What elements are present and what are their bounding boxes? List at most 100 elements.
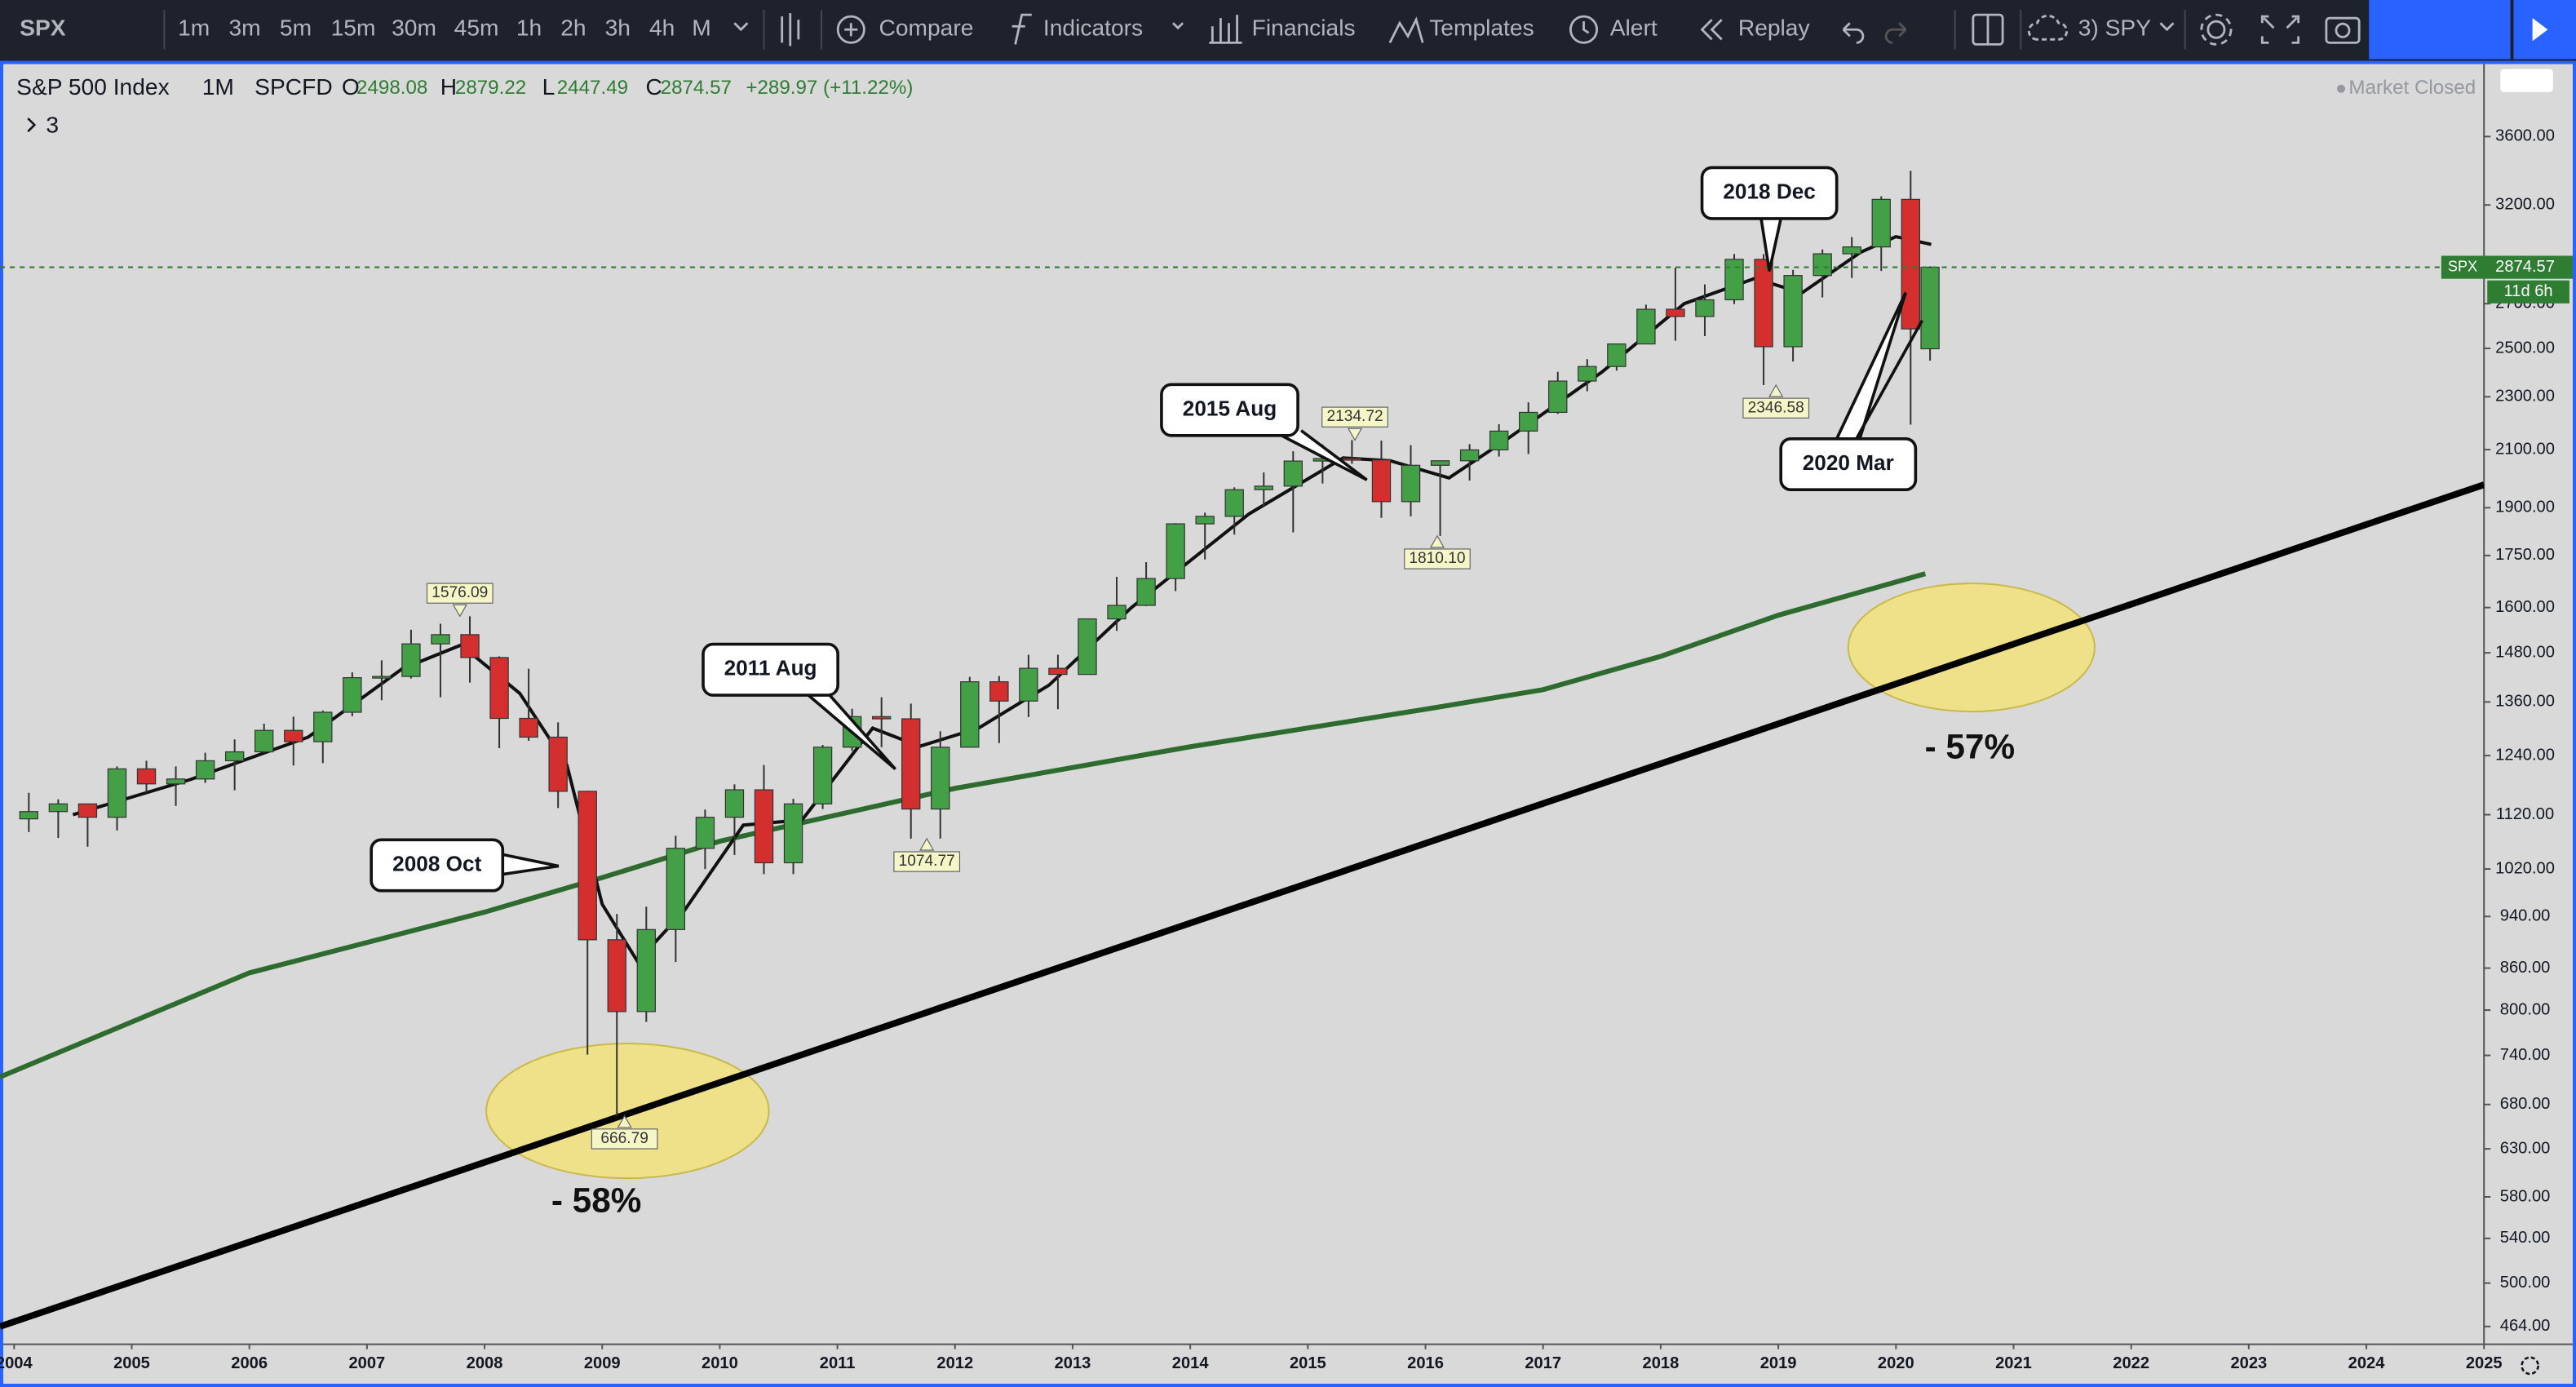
- ohlc-value: 2498.08: [356, 77, 427, 99]
- candle-body: [519, 717, 538, 738]
- layout-name[interactable]: 3) SPY: [2078, 15, 2151, 41]
- x-tick-label: 2019: [1760, 1354, 1797, 1372]
- y-tick-label: 3200.00: [2495, 196, 2555, 214]
- candle-body: [255, 729, 274, 753]
- candle-body: [812, 747, 833, 804]
- indicators-toggle[interactable]: 3: [46, 112, 59, 138]
- x-tick-label: 2011: [820, 1354, 856, 1372]
- fullscreen-icon[interactable]: [2260, 15, 2300, 44]
- interval-button[interactable]: 1m: [178, 15, 210, 41]
- drawdown-label: - 57%: [1925, 728, 2015, 766]
- callout-pointer: [1281, 429, 1368, 481]
- candle-body: [1224, 489, 1244, 517]
- alert-icon[interactable]: [1569, 15, 1599, 44]
- interval-button[interactable]: 1h: [516, 15, 542, 41]
- y-tick-label: 2500.00: [2495, 339, 2555, 357]
- price-label-pointer: [617, 1114, 632, 1128]
- candle-body: [1136, 578, 1156, 606]
- candle-body: [548, 736, 568, 792]
- x-tick-label: 2009: [584, 1354, 621, 1372]
- interval-button[interactable]: 2h: [560, 15, 586, 41]
- candle-body: [1254, 485, 1273, 490]
- toolbar-button[interactable]: Compare: [879, 15, 974, 41]
- toolbar-button[interactable]: Indicators: [1043, 15, 1143, 41]
- publish-button[interactable]: [2369, 0, 2511, 60]
- dropdown-icon[interactable]: [1172, 22, 1184, 30]
- interval-button[interactable]: 3m: [229, 15, 261, 41]
- x-tick-label: 2005: [113, 1354, 150, 1372]
- symbol-name: S&P 500 Index: [16, 73, 170, 100]
- callout-box: [370, 838, 505, 893]
- layout-dropdown[interactable]: [2159, 22, 2175, 32]
- symbol[interactable]: SPX: [20, 15, 66, 41]
- toolbar-button[interactable]: Templates: [1429, 15, 1534, 41]
- y-tick-label: 1020.00: [2495, 859, 2555, 877]
- candle-body: [1430, 460, 1450, 466]
- interval-dropdown[interactable]: [733, 22, 749, 32]
- snapshot-icon[interactable]: [2325, 16, 2361, 44]
- financials-icon[interactable]: [1209, 15, 1242, 44]
- interval-button[interactable]: 5m: [280, 15, 312, 41]
- interval-button[interactable]: 45m: [454, 15, 499, 41]
- interval-button[interactable]: 4h: [649, 15, 675, 41]
- interval-button[interactable]: 30m: [392, 15, 436, 41]
- replay-icon[interactable]: [1700, 19, 1723, 41]
- settings-icon[interactable]: [2206, 20, 2226, 39]
- x-tick-label: 2015: [1290, 1354, 1326, 1372]
- interval-button[interactable]: 3h: [605, 15, 631, 41]
- countdown: 11d 6h: [2504, 282, 2553, 300]
- callout-box: [1700, 166, 1839, 220]
- callout-label: 2011 Aug: [724, 656, 817, 680]
- interval-button[interactable]: 15m: [331, 15, 376, 41]
- price-tag: [2441, 255, 2573, 279]
- market-status: Market Closed: [2348, 77, 2476, 99]
- toolbar-button[interactable]: Alert: [1610, 15, 1658, 41]
- toolbar-button[interactable]: Financials: [1252, 15, 1356, 41]
- indicators-icon[interactable]: [1011, 13, 1032, 45]
- candle-body: [1459, 449, 1480, 462]
- candle-body: [1920, 266, 1940, 350]
- x-tick-label: 2010: [702, 1354, 738, 1372]
- candle-body: [871, 716, 892, 720]
- x-tick-label: 2008: [467, 1354, 503, 1372]
- redo-icon[interactable]: [1884, 22, 1907, 44]
- x-tick-label: 2025: [2466, 1354, 2503, 1372]
- status-dot: [2336, 84, 2346, 93]
- toolbar: [0, 0, 2576, 61]
- templates-icon[interactable]: [1388, 16, 1424, 44]
- candle-body: [1371, 459, 1392, 503]
- compare-icon[interactable]: [836, 15, 865, 44]
- x-tick-label: 2004: [0, 1354, 33, 1372]
- candle-body: [284, 729, 303, 742]
- interval: 1M: [202, 73, 234, 100]
- y-tick-label: 464.00: [2500, 1317, 2551, 1335]
- interval-button[interactable]: M: [692, 15, 710, 41]
- candle-body: [1019, 667, 1038, 702]
- y-tick-label: 1360.00: [2495, 693, 2555, 711]
- callout-box: [1160, 383, 1299, 437]
- candle-body: [1724, 259, 1744, 301]
- axis-settings[interactable]: [2521, 1356, 2539, 1376]
- candle-body: [195, 760, 215, 780]
- toolbar-separators: [163, 10, 2186, 50]
- indicators-toggle-icon[interactable]: [27, 117, 37, 133]
- currency-box[interactable]: [2500, 69, 2553, 92]
- candle-body: [1342, 458, 1362, 461]
- candle-body: [1666, 308, 1685, 317]
- change: +289.97 (+11.22%): [746, 77, 913, 99]
- candle-body: [401, 643, 421, 677]
- y-tick-label: 800.00: [2500, 1000, 2551, 1018]
- x-tick-label: 2012: [936, 1354, 973, 1372]
- undo-icon[interactable]: [1842, 22, 1865, 44]
- toolbar-button[interactable]: Replay: [1738, 15, 1811, 41]
- cloud-icon[interactable]: [2027, 15, 2069, 41]
- y-tick-label: 1240.00: [2495, 746, 2555, 764]
- callout-label: 2008 Oct: [392, 851, 481, 875]
- candle-body: [1401, 464, 1421, 503]
- candle-body: [431, 634, 450, 645]
- chart-background: [3, 64, 2573, 1384]
- callout-box: [702, 642, 839, 697]
- chart-type-icon[interactable]: [781, 13, 800, 47]
- candle-body: [724, 789, 745, 818]
